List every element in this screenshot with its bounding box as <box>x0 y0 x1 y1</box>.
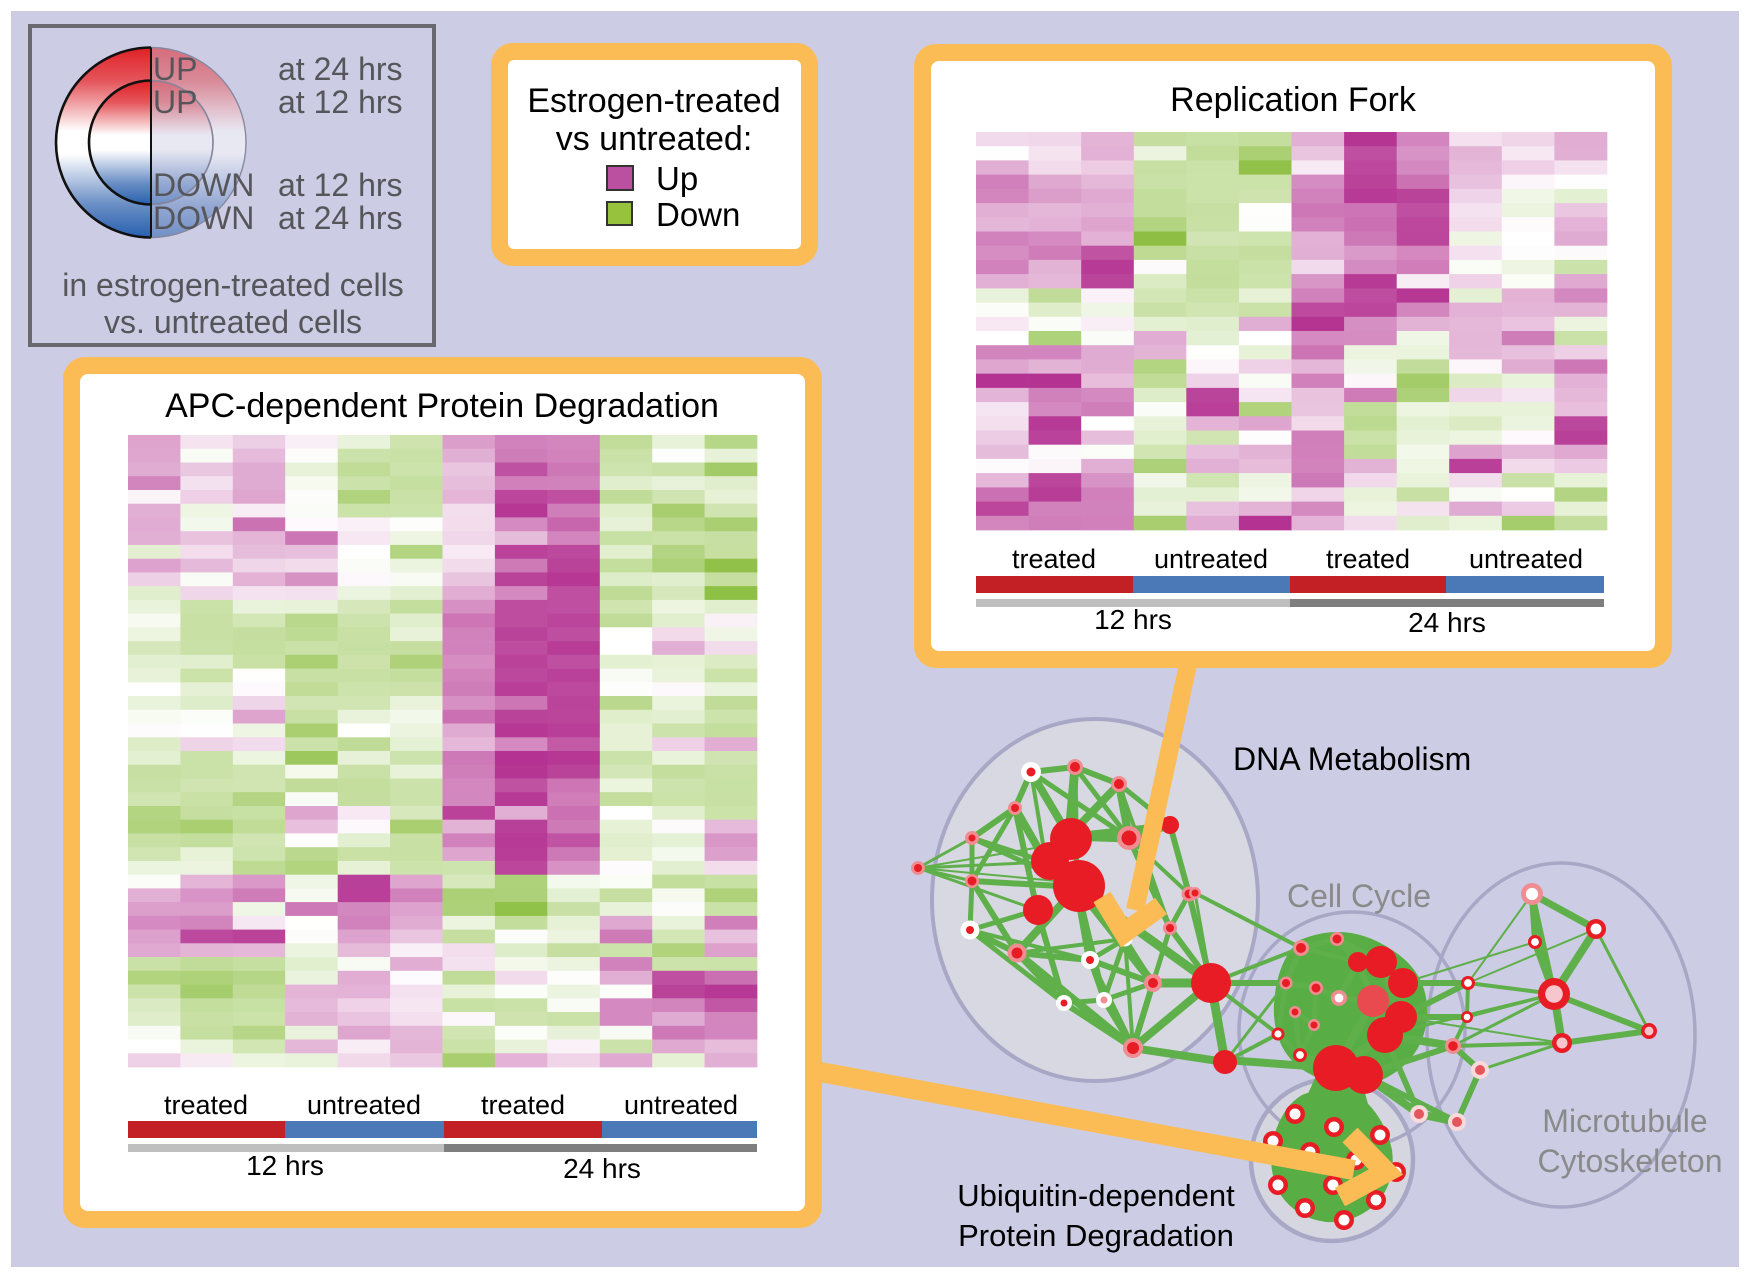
svg-text:UP: UP <box>153 84 197 120</box>
svg-text:treated: treated <box>164 1090 248 1120</box>
svg-text:12 hrs: 12 hrs <box>1094 604 1172 635</box>
svg-text:12 hrs: 12 hrs <box>246 1150 324 1181</box>
svg-text:at 24 hrs: at 24 hrs <box>278 51 403 87</box>
svg-text:untreated: untreated <box>1469 544 1583 574</box>
svg-text:Ubiquitin-dependent: Ubiquitin-dependent <box>957 1178 1235 1213</box>
svg-text:UP: UP <box>153 51 197 87</box>
svg-text:at 24 hrs: at 24 hrs <box>278 200 403 236</box>
svg-text:untreated: untreated <box>1154 544 1268 574</box>
svg-text:Protein Degradation: Protein Degradation <box>958 1218 1234 1253</box>
svg-text:Up: Up <box>656 160 698 197</box>
svg-text:treated: treated <box>1012 544 1096 574</box>
svg-text:at 12 hrs: at 12 hrs <box>278 84 403 120</box>
svg-text:treated: treated <box>1326 544 1410 574</box>
svg-text:24 hrs: 24 hrs <box>1408 607 1486 638</box>
svg-text:Cytoskeleton: Cytoskeleton <box>1538 1143 1723 1179</box>
svg-text:Microtubule: Microtubule <box>1542 1103 1707 1139</box>
svg-text:vs. untreated cells: vs. untreated cells <box>104 304 362 340</box>
svg-text:untreated: untreated <box>624 1090 738 1120</box>
svg-text:Replication Fork: Replication Fork <box>1170 81 1417 119</box>
svg-text:APC-dependent Protein Degradat: APC-dependent Protein Degradation <box>165 387 719 425</box>
svg-text:DNA Metabolism: DNA Metabolism <box>1233 741 1471 777</box>
svg-text:vs untreated:: vs untreated: <box>556 120 753 158</box>
svg-text:Cell Cycle: Cell Cycle <box>1287 878 1431 914</box>
svg-text:treated: treated <box>481 1090 565 1120</box>
svg-text:Down: Down <box>656 196 740 233</box>
svg-text:DOWN: DOWN <box>153 167 254 203</box>
svg-text:untreated: untreated <box>307 1090 421 1120</box>
svg-text:in estrogen-treated cells: in estrogen-treated cells <box>62 267 404 303</box>
svg-text:DOWN: DOWN <box>153 200 254 236</box>
svg-text:Estrogen-treated: Estrogen-treated <box>527 82 780 120</box>
svg-text:at 12 hrs: at 12 hrs <box>278 167 403 203</box>
svg-text:24 hrs: 24 hrs <box>563 1153 641 1184</box>
